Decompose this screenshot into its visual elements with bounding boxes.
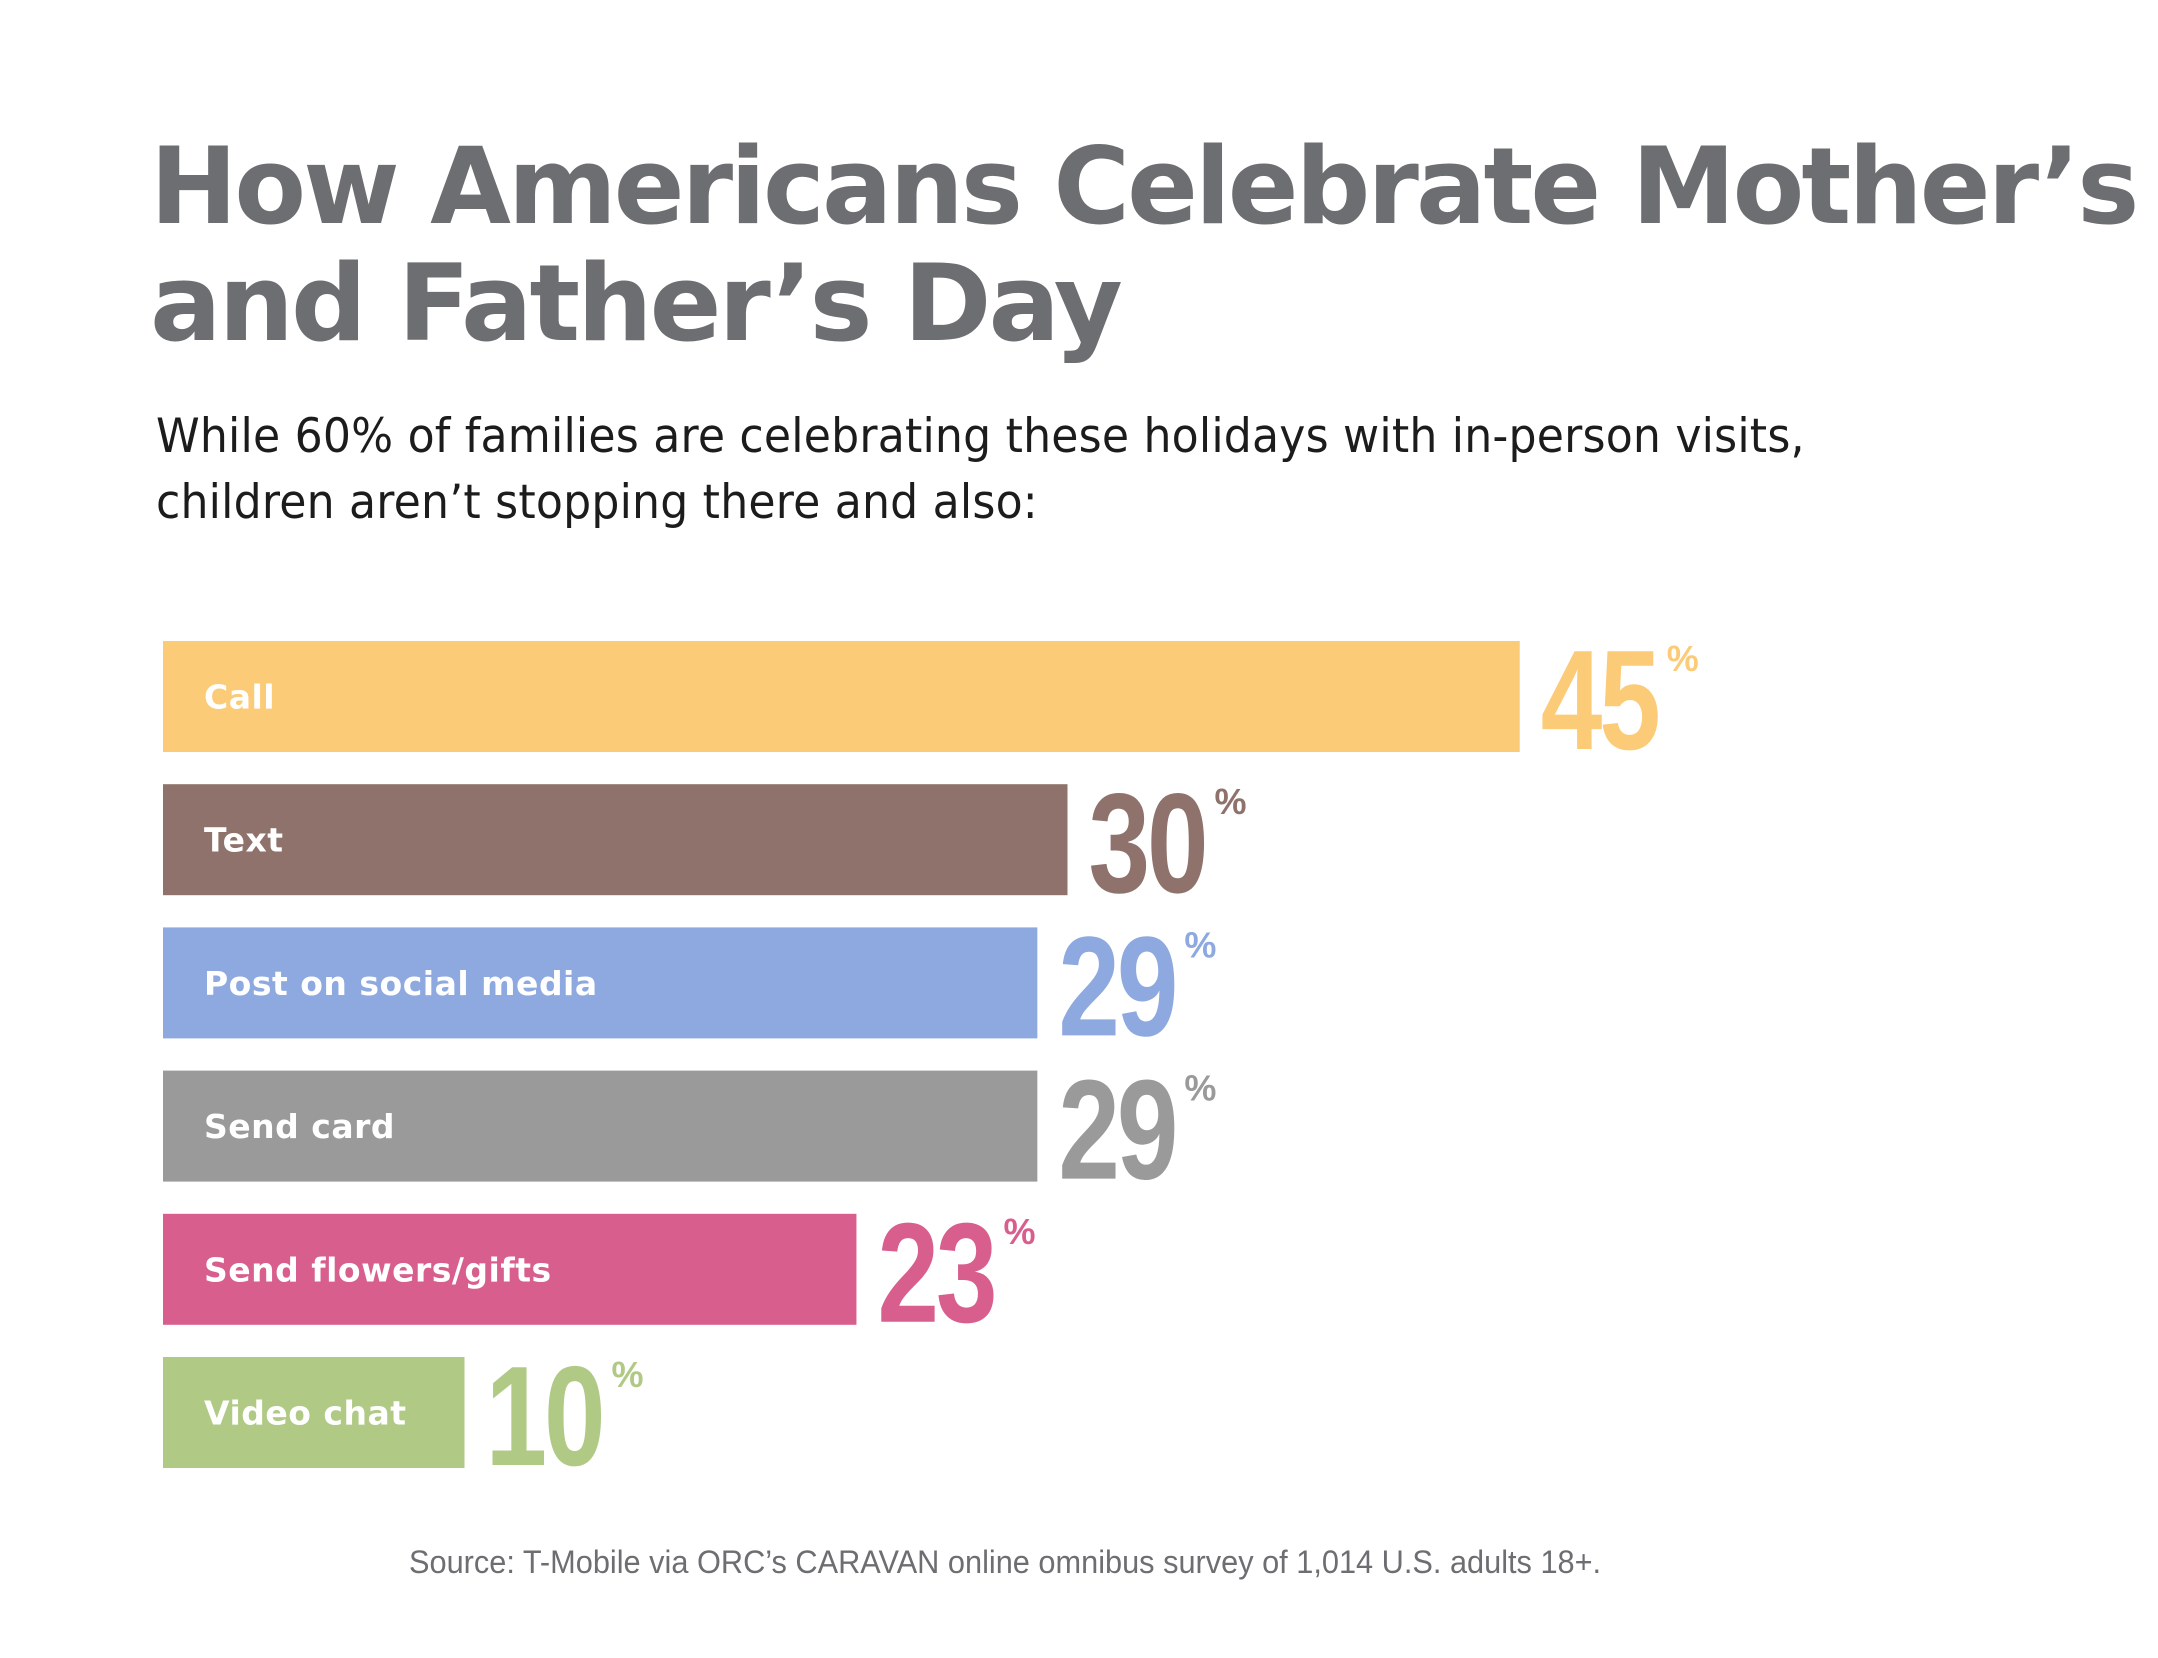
bar xyxy=(163,1070,1038,1182)
bar-group: Call 45% xyxy=(163,621,1699,779)
bar-category-label: Video chat xyxy=(204,1394,407,1433)
bar-value-label: 29 xyxy=(1058,907,1175,1065)
chart-subtitle-line-2: children aren’t stopping there and also: xyxy=(156,475,1038,530)
bar-value-label: 29 xyxy=(1058,1050,1175,1208)
bar-category-label: Send flowers/gifts xyxy=(204,1250,552,1289)
chart-subtitle: While 60% of families are celebrating th… xyxy=(156,404,1910,536)
bar-value-percent: % xyxy=(1003,1211,1035,1252)
bar-group: Post on social media 29% xyxy=(163,907,1216,1066)
bar xyxy=(163,784,1068,896)
chart-subtitle-line-1: While 60% of families are celebrating th… xyxy=(156,409,1805,464)
bar-value-label: 10 xyxy=(486,1337,603,1495)
bar-value-percent: % xyxy=(612,1354,644,1395)
bar-group: Send card 29% xyxy=(163,1050,1216,1209)
bar-value-percent: % xyxy=(1667,638,1699,679)
bar-category-label: Post on social media xyxy=(204,964,598,1003)
bar-category-label: Text xyxy=(204,821,284,860)
bar-value-label: 23 xyxy=(877,1194,994,1352)
bar-category-label: Call xyxy=(204,678,275,717)
chart-title-line-2: and Father’s Day xyxy=(150,242,1123,365)
bar-group: Video chat 10% xyxy=(163,1337,644,1495)
bar-value-label: 30 xyxy=(1089,764,1206,922)
chart-title-line-1: How Americans Celebrate Mother’s xyxy=(150,125,2139,248)
bar-value-percent: % xyxy=(1215,781,1247,822)
source-note: Source: T-Mobile via ORC’s CARAVAN onlin… xyxy=(409,1544,1602,1580)
bar xyxy=(163,1357,465,1468)
bar-group: Text 30% xyxy=(163,764,1247,922)
chart-title: How Americans Celebrate Mother’s and Fat… xyxy=(150,128,2158,362)
bar-value-percent: % xyxy=(1184,924,1216,965)
bar-value-label: 45 xyxy=(1541,621,1659,779)
bar xyxy=(163,927,1038,1039)
bar xyxy=(163,1213,857,1325)
bar-value-percent: % xyxy=(1184,1068,1216,1109)
bar-group: Send flowers/gifts 23% xyxy=(163,1194,1035,1352)
bar xyxy=(163,641,1520,752)
bar-category-label: Send card xyxy=(204,1107,395,1146)
